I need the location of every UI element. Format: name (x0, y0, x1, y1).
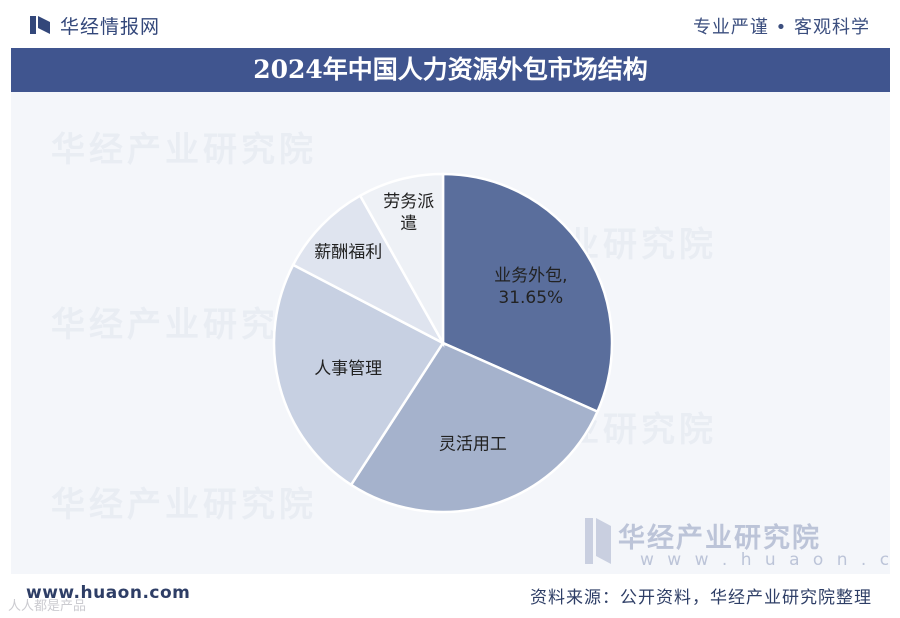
slice-labor-dispatch (358, 172, 445, 348)
slice-personnel-management (272, 263, 445, 487)
label-personnel-management: 人事管理 (314, 359, 382, 379)
label-labor-dispatch: 劳务派遣 (383, 192, 434, 234)
label-payroll-benefits: 薪酬福利 (314, 242, 382, 262)
top-bar: 华经情报网 专业严谨 • 客观科学 (0, 0, 900, 48)
brand-name: 华经情报网 (60, 16, 161, 38)
footer-watermark-tag: 人人都是产品 (8, 599, 87, 614)
brand-watermark-logo-icon (585, 518, 611, 564)
title-banner: 2024年中国人力资源外包市场结构 (11, 48, 890, 92)
brand-watermark-text: 华经产业研究院 (618, 523, 821, 554)
footer: www.huaon.com 资料来源：公开资料，华经产业研究院整理 人人都是产品 (0, 574, 900, 618)
chart-title: 2024年中国人力资源外包市场结构 (253, 55, 648, 84)
watermark: 华经产业研究院 (51, 130, 317, 170)
label-business-outsourcing: 业务外包, 31.65% (494, 266, 567, 308)
watermark: 华经产业研究院 (51, 305, 317, 345)
watermark: 华经产业研究院 (51, 485, 317, 525)
slice-flexible-employment (349, 341, 600, 514)
footer-source: 资料来源：公开资料，华经产业研究院整理 (530, 588, 872, 608)
slogan: 专业严谨 • 客观科学 (692, 17, 870, 38)
slice-business-outsourcing (441, 172, 614, 414)
footer-url-link[interactable]: www.huaon.com (26, 583, 191, 603)
slice-payroll-benefits (291, 193, 447, 347)
huajing-logo-icon (30, 16, 50, 34)
label-flexible-employment: 灵活用工 (439, 434, 507, 454)
